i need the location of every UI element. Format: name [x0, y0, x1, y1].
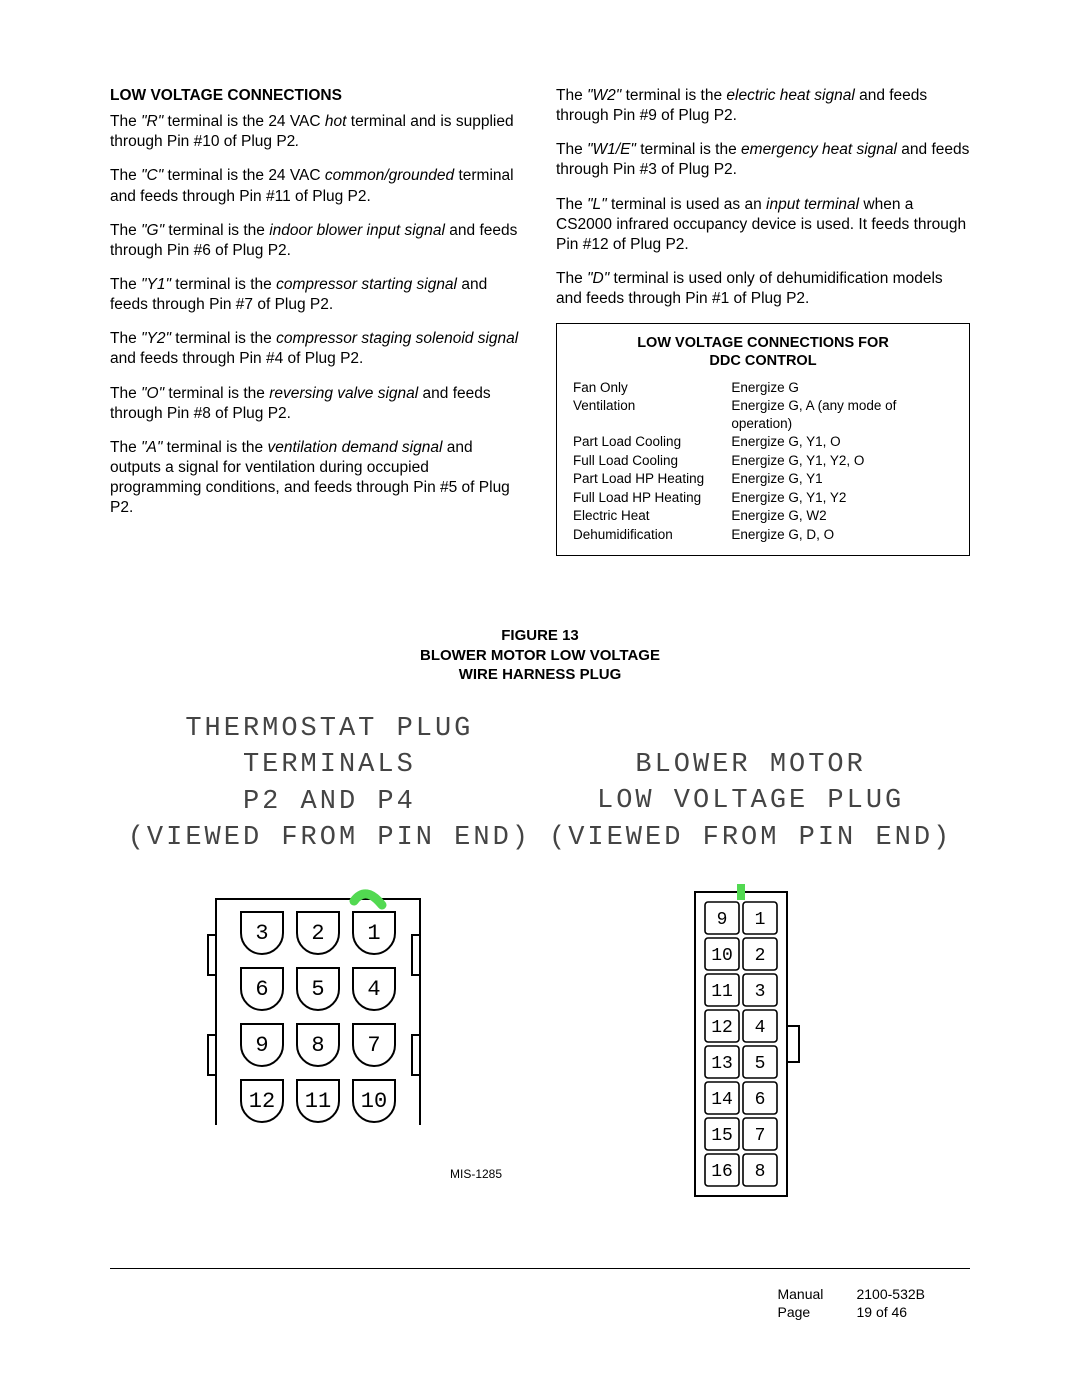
thermostat-plug-diagram: 3 2 1 6 5 4 9 8 7 12 11 10: [204, 885, 454, 1125]
svg-text:8: 8: [312, 1033, 325, 1058]
ddc-mode: Electric Heat: [573, 507, 731, 525]
svg-text:3: 3: [754, 982, 765, 1002]
svg-text:4: 4: [754, 1018, 765, 1038]
paragraph: The "L" terminal is used as an input ter…: [556, 195, 970, 255]
svg-text:5: 5: [312, 977, 325, 1002]
paragraph: The "Y2" terminal is the compressor stag…: [110, 329, 524, 369]
svg-text:6: 6: [754, 1090, 765, 1110]
svg-text:2: 2: [754, 946, 765, 966]
ddc-action: Energize G, A (any mode of operation): [731, 397, 953, 432]
svg-text:16: 16: [711, 1162, 733, 1182]
mis-label: MIS-1285: [450, 1167, 502, 1183]
ddc-action: Energize G, Y1, O: [731, 433, 953, 451]
paragraph: The "W2" terminal is the electric heat s…: [556, 86, 970, 126]
ddc-mode: Full Load HP Heating: [573, 489, 731, 507]
footer-text: Manual2100-532B Page19 of 46: [777, 1285, 925, 1321]
ddc-action: Energize G, D, O: [731, 526, 953, 544]
svg-text:7: 7: [754, 1126, 765, 1146]
ddc-mode: Fan Only: [573, 379, 731, 397]
svg-text:5: 5: [754, 1054, 765, 1074]
svg-text:12: 12: [711, 1018, 733, 1038]
paragraph: The "O" terminal is the reversing valve …: [110, 384, 524, 424]
paragraph: The "R" terminal is the 24 VAC hot termi…: [110, 112, 524, 152]
ddc-action: Energize G, Y1: [731, 470, 953, 488]
ddc-action: Energize G: [731, 379, 953, 397]
svg-text:11: 11: [305, 1089, 331, 1114]
footer-rule: [110, 1268, 970, 1269]
svg-text:10: 10: [711, 946, 733, 966]
left-column: LOW VOLTAGE CONNECTIONS The "R" terminal…: [110, 86, 524, 556]
blower-plug-label: BLOWER MOTOR LOW VOLTAGE PLUG (VIEWED FR…: [549, 747, 952, 856]
paragraph: The "C" terminal is the 24 VAC common/gr…: [110, 166, 524, 206]
ddc-grid: Fan OnlyEnergize GVentilationEnergize G,…: [573, 379, 953, 544]
svg-text:9: 9: [256, 1033, 269, 1058]
svg-text:4: 4: [368, 977, 381, 1002]
paragraph: The "A" terminal is the ventilation dema…: [110, 438, 524, 519]
ddc-mode: Part Load Cooling: [573, 433, 731, 451]
figure-caption: FIGURE 13 BLOWER MOTOR LOW VOLTAGE WIRE …: [110, 626, 970, 685]
svg-text:1: 1: [754, 910, 765, 930]
svg-text:14: 14: [711, 1090, 733, 1110]
paragraph: The "D" terminal is used only of dehumid…: [556, 269, 970, 309]
ddc-action: Energize G, Y1, Y2: [731, 489, 953, 507]
ddc-mode: Dehumidification: [573, 526, 731, 544]
svg-text:1: 1: [368, 921, 381, 946]
ddc-box: LOW VOLTAGE CONNECTIONS FOR DDC CONTROL …: [556, 323, 970, 556]
ddc-mode: Full Load Cooling: [573, 452, 731, 470]
diagrams-area: THERMOSTAT PLUG TERMINALS P2 AND P4 (VIE…: [110, 711, 970, 1214]
ddc-mode: Part Load HP Heating: [573, 470, 731, 488]
svg-text:11: 11: [711, 982, 733, 1002]
svg-text:3: 3: [256, 921, 269, 946]
svg-text:9: 9: [716, 910, 727, 930]
svg-text:12: 12: [249, 1089, 275, 1114]
ddc-action: Energize G, W2: [731, 507, 953, 525]
thermostat-plug-block: THERMOSTAT PLUG TERMINALS P2 AND P4 (VIE…: [128, 711, 531, 1125]
blower-plug-block: BLOWER MOTOR LOW VOLTAGE PLUG (VIEWED FR…: [549, 711, 952, 1214]
paragraph: The "G" terminal is the indoor blower in…: [110, 221, 524, 261]
thermostat-plug-label: THERMOSTAT PLUG TERMINALS P2 AND P4 (VIE…: [128, 711, 531, 857]
blower-plug-diagram: 91011121314151612345678: [661, 884, 841, 1214]
right-column: The "W2" terminal is the electric heat s…: [556, 86, 970, 556]
ddc-mode: Ventilation: [573, 397, 731, 432]
svg-text:7: 7: [368, 1033, 381, 1058]
svg-text:10: 10: [361, 1089, 387, 1114]
lv-heading: LOW VOLTAGE CONNECTIONS: [110, 86, 524, 106]
svg-text:6: 6: [256, 977, 269, 1002]
paragraph: The "W1/E" terminal is the emergency hea…: [556, 140, 970, 180]
svg-text:15: 15: [711, 1126, 733, 1146]
ddc-title: LOW VOLTAGE CONNECTIONS FOR DDC CONTROL: [573, 334, 953, 370]
svg-text:2: 2: [312, 921, 325, 946]
svg-text:13: 13: [711, 1054, 733, 1074]
paragraph: The "Y1" terminal is the compressor star…: [110, 275, 524, 315]
ddc-action: Energize G, Y1, Y2, O: [731, 452, 953, 470]
svg-text:8: 8: [754, 1162, 765, 1182]
